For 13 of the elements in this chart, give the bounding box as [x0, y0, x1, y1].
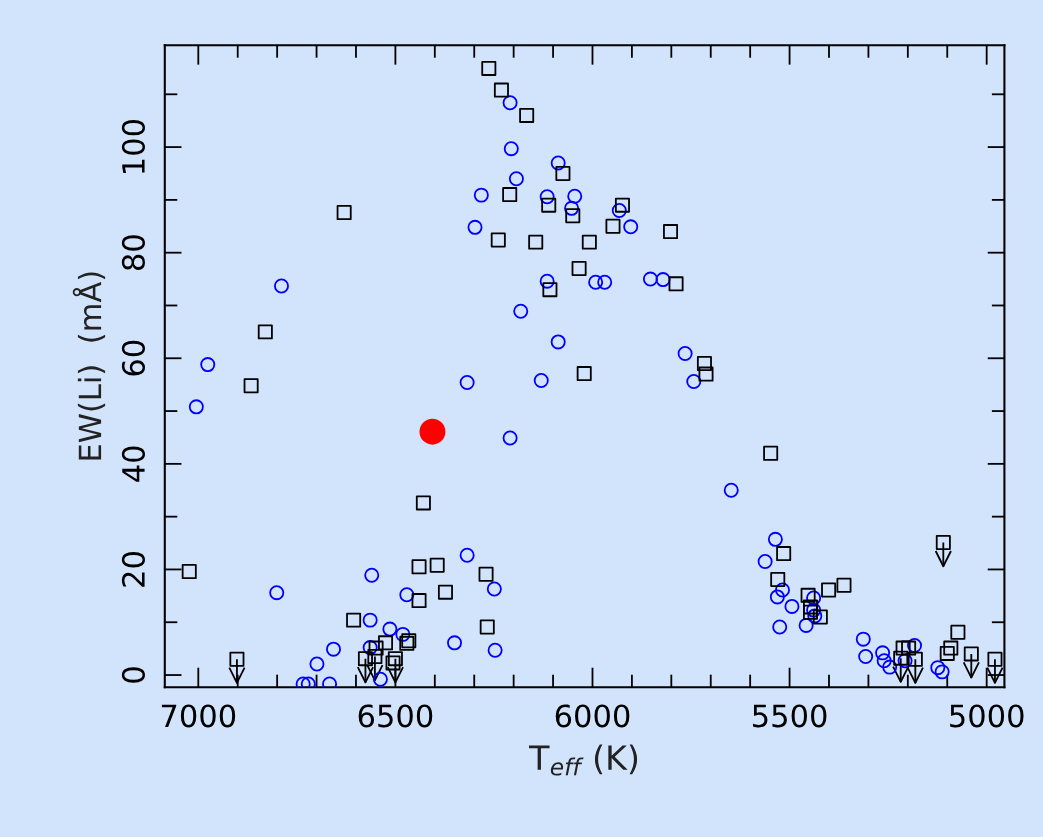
x-tick-label: 6500: [358, 704, 433, 728]
y-tick-label: 80: [121, 235, 145, 271]
y-tick-label: 100: [121, 119, 145, 173]
y-tick-label: 0: [121, 667, 145, 683]
x-tick-label: 5000: [950, 704, 1024, 728]
x-tick-label: 5500: [753, 704, 827, 728]
x-axis-title: T$_{eff}$ (K): [529, 744, 638, 776]
y-tick-label: 20: [121, 552, 145, 587]
x-tick-label: 7000: [161, 704, 236, 728]
y-tick-label: 40: [121, 446, 145, 482]
y-tick-label: 60: [121, 340, 145, 376]
x-tick-label: 6000: [555, 704, 630, 728]
y-axis-title: EW(Li) (mÅ): [72, 272, 106, 460]
